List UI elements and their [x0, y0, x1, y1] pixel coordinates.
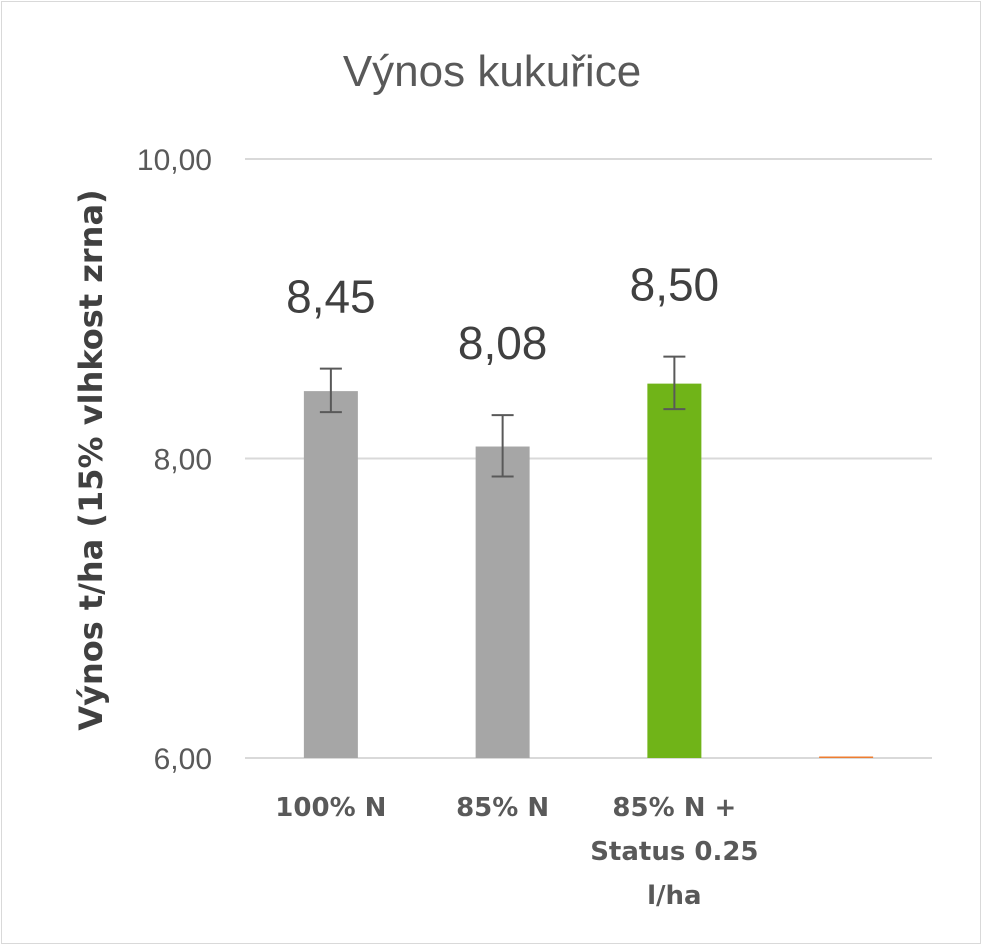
bar	[475, 446, 530, 758]
data-label: 8,08	[458, 317, 548, 369]
chart-title: Výnos kukuřice	[343, 47, 641, 96]
data-label: 8,45	[286, 271, 376, 323]
bar	[647, 383, 702, 758]
x-tick-label: 100% N	[275, 793, 386, 823]
y-tick-label: 8,00	[154, 444, 212, 477]
bar	[819, 756, 874, 758]
data-label: 8,50	[630, 259, 720, 311]
bar	[303, 391, 358, 758]
x-tick-label: 85% N	[456, 793, 549, 823]
y-tick-label: 10,00	[137, 144, 212, 177]
x-tick-label: 85% N +	[612, 793, 736, 823]
x-tick-label: l/ha	[647, 881, 701, 911]
y-axis-label: Výnos t/ha (15% vlhkost zrna)	[72, 189, 110, 730]
x-tick-label: Status 0.25	[590, 837, 758, 867]
y-tick-label: 6,00	[154, 743, 212, 776]
